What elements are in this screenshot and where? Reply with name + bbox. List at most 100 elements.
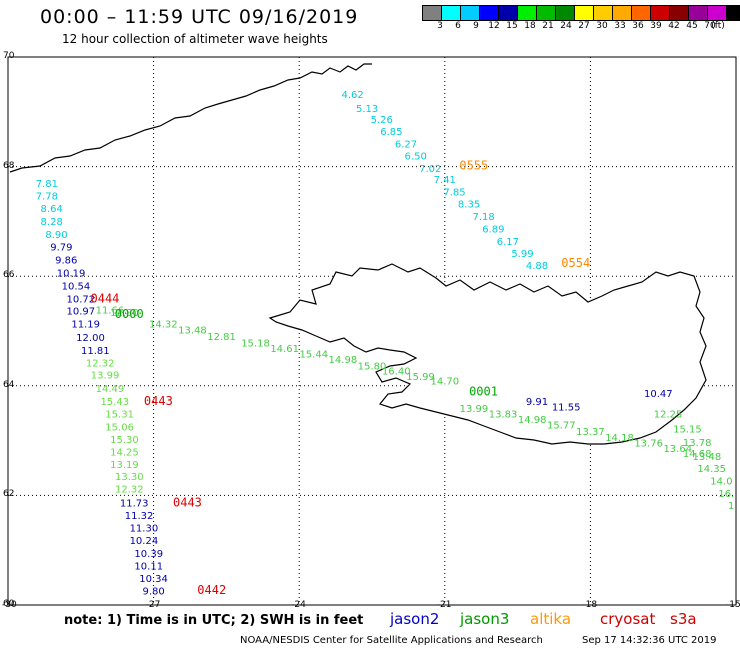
wave-height-label: 8.35 bbox=[458, 200, 480, 211]
wave-height-label: 7.41 bbox=[434, 175, 456, 186]
legend-label: 12 bbox=[488, 21, 500, 31]
pass-time-label: 0444 bbox=[91, 292, 120, 306]
pass-time-label: 0000 bbox=[115, 307, 144, 321]
wave-height-label: 14.61 bbox=[270, 344, 299, 355]
legend-label: 9 bbox=[473, 21, 479, 31]
longitude-label: -24 bbox=[291, 600, 306, 610]
longitude-label: -15 bbox=[726, 600, 740, 610]
wave-height-label: 9.91 bbox=[526, 397, 548, 408]
wave-height-label: 15.18 bbox=[241, 338, 270, 349]
legend-label: 39 bbox=[650, 21, 662, 31]
legend-label: 24 bbox=[560, 21, 572, 31]
wave-height-label: 10.19 bbox=[57, 269, 86, 280]
wave-height-label: 11.30 bbox=[130, 524, 159, 535]
legend-label: 36 bbox=[632, 21, 644, 31]
legend-label: 33 bbox=[614, 21, 626, 31]
satellite-name: cryosat bbox=[600, 610, 656, 628]
wave-height-label: 12.00 bbox=[76, 333, 105, 344]
pass-time-label: 0443 bbox=[144, 394, 173, 408]
wave-height-label: 11.73 bbox=[120, 498, 149, 509]
wave-height-label: 14.49 bbox=[96, 384, 125, 395]
pass-time-label: 0554 bbox=[561, 256, 590, 270]
wave-height-label: 15.31 bbox=[105, 410, 134, 421]
wave-height-label: 13.48 bbox=[693, 452, 722, 463]
wave-height-label: 14.0 bbox=[710, 476, 732, 487]
legend-swatch bbox=[517, 5, 536, 21]
wave-height-label: 15.30 bbox=[110, 435, 139, 446]
wave-height-label: 15.77 bbox=[547, 421, 576, 432]
legend-label: 3 bbox=[437, 21, 443, 31]
wave-height-label: 12.80 bbox=[110, 308, 139, 319]
wave-height-label: 7.78 bbox=[36, 191, 58, 202]
satellite-name: jason3 bbox=[460, 610, 510, 628]
pass-time-label: 0443 bbox=[173, 495, 202, 509]
footer-credit: NOAA/NESDIS Center for Satellite Applica… bbox=[240, 635, 543, 646]
color-legend-labels: 3 6 9 12 15 18 21 24 27 30 33 36 39 42 45 70 (ft) bbox=[422, 21, 740, 33]
footer-timestamp: Sep 17 14:32:36 UTC 2019 bbox=[582, 635, 717, 646]
wave-height-label: 15.80 bbox=[358, 361, 387, 372]
wave-height-label: 12.81 bbox=[207, 332, 236, 343]
legend-swatch bbox=[593, 5, 612, 21]
greenland-coastline bbox=[9, 63, 372, 173]
satellite-name: jason2 bbox=[390, 610, 440, 628]
legend-swatch bbox=[726, 5, 740, 21]
wave-height-label: 13.30 bbox=[115, 472, 144, 483]
wave-height-label: 7.85 bbox=[443, 188, 465, 199]
page-subtitle: 12 hour collection of altimeter wave hei… bbox=[62, 32, 328, 46]
wave-height-label: 13.76 bbox=[634, 439, 663, 450]
wave-height-label: 6.50 bbox=[405, 151, 427, 162]
wave-height-label: 10.54 bbox=[62, 281, 91, 292]
wave-height-label: 11.81 bbox=[81, 346, 110, 357]
longitude-label: -18 bbox=[582, 600, 598, 610]
wave-height-label: 7.18 bbox=[472, 212, 494, 223]
wave-height-label: 10.11 bbox=[134, 561, 163, 572]
wave-height-label: 4.62 bbox=[341, 90, 363, 101]
satellite-name: altika bbox=[530, 610, 572, 628]
legend-swatch bbox=[688, 5, 707, 21]
legend-swatch bbox=[669, 5, 688, 21]
wave-height-label: 13.37 bbox=[576, 427, 605, 438]
wave-height-label: 13.99 bbox=[460, 404, 489, 415]
legend-label: 30 bbox=[596, 21, 608, 31]
wave-height-label: 7.81 bbox=[36, 179, 58, 190]
wave-height-label: 15.43 bbox=[100, 397, 129, 408]
iceland-coastline bbox=[268, 263, 707, 445]
wave-height-label: 6.27 bbox=[395, 139, 417, 150]
wave-height-label: 14.25 bbox=[110, 447, 139, 458]
wave-height-label: 11.32 bbox=[125, 511, 154, 522]
legend-label: 15 bbox=[506, 21, 518, 31]
wave-height-label: 1 bbox=[728, 501, 734, 512]
legend-swatch bbox=[707, 5, 726, 21]
wave-height-label: 13.64 bbox=[663, 444, 692, 455]
wave-height-label: 4.88 bbox=[526, 261, 548, 272]
wave-height-label: 10.47 bbox=[644, 389, 673, 400]
wave-height-label: 11.66 bbox=[96, 305, 125, 316]
wave-height-label: 10.24 bbox=[130, 536, 159, 547]
wave-height-label: 12.32 bbox=[115, 485, 144, 496]
legend-swatch bbox=[612, 5, 631, 21]
wave-height-label: 15.06 bbox=[105, 423, 134, 434]
wave-height-label: 8.90 bbox=[45, 230, 67, 241]
page-title: 00:00 – 11:59 UTC 09/16/2019 bbox=[40, 6, 359, 28]
wave-height-label: 10.97 bbox=[66, 307, 95, 318]
legend-swatch bbox=[650, 5, 669, 21]
wave-height-label: 6.85 bbox=[380, 127, 402, 138]
wave-height-label: 14.68 bbox=[683, 449, 712, 460]
legend-label: 21 bbox=[542, 21, 554, 31]
legend-swatch bbox=[631, 5, 650, 21]
wave-height-label: 14.98 bbox=[329, 355, 358, 366]
legend-label: 70 bbox=[704, 21, 716, 31]
wave-height-label: 5.99 bbox=[511, 249, 533, 260]
footer-note: note: 1) Time is in UTC; 2) SWH is in fe… bbox=[64, 613, 364, 628]
wave-height-label: 16. bbox=[718, 489, 734, 500]
wave-height-label: 13.99 bbox=[91, 371, 120, 382]
wave-height-label: 13.19 bbox=[110, 460, 139, 471]
wave-height-label: 9.86 bbox=[55, 256, 77, 267]
legend-label: 42 bbox=[668, 21, 680, 31]
legend-swatch bbox=[441, 5, 460, 21]
wave-height-label: 12.32 bbox=[86, 359, 115, 370]
wave-height-label: 16.40 bbox=[382, 366, 411, 377]
wave-height-label: 9.80 bbox=[142, 587, 164, 598]
wave-height-label: 15.99 bbox=[406, 372, 435, 383]
wave-height-label: 10.72 bbox=[66, 295, 95, 306]
